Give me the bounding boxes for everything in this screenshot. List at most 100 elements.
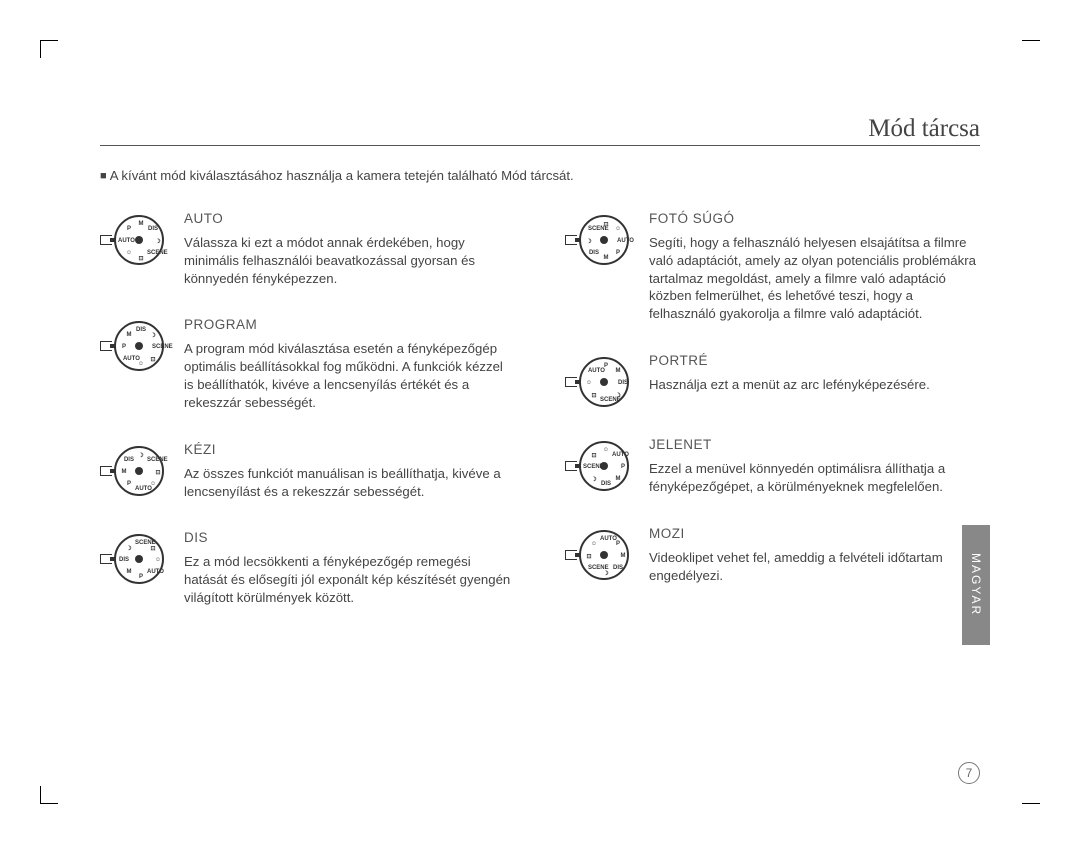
mode-dial-icon: AUTOPMDIS☽SCENE⊡☺ [100,317,166,371]
dial-mark: P [135,574,147,580]
mode-text: FOTÓ SÚGÓSegíti, hogy a felhasználó hely… [649,211,980,323]
mode-text: KÉZIAz összes funkciót manuálisan is beá… [184,442,515,501]
mode-block: AUTO PMDIS ☽ SCENE⊡☺ AUTO Válassza ki ezt a m… [100,211,515,287]
dial-mark: ☽ [588,476,600,483]
dial-mark: ☽ [135,452,147,459]
dial-mark: M [617,553,629,559]
dial-mark: ☺ [612,226,624,232]
dial-mark: ☺ [123,250,135,256]
dial-mark: AUTO [118,238,130,244]
mode-text: PROGRAM A program mód kiválasztása esetén… [184,317,515,411]
mode-block: AUTOPMDIS☽SCENE⊡☺MOZIVideoklipet vehet f… [565,526,980,585]
dial-icon: AUTOPMDIS☽SCENE⊡☺ [114,534,164,584]
mode-description: Ezzel a menüvel könnyedén optimálisra ál… [649,460,980,496]
dial-mark: M [135,221,147,227]
mode-block: AUTOPMDIS☽SCENE⊡☺KÉZIAz összes funkciót … [100,442,515,501]
dial-mark: AUTO [612,452,624,458]
dial-mark: M [118,469,130,475]
dial-mark: ⊡ [600,221,612,228]
mode-description: Videoklipet vehet fel, ameddig a felvéte… [649,549,980,585]
language-tab: MAGYAR [962,525,990,645]
dial-mark: ☺ [583,380,595,386]
mode-description: Használja ezt a menüt az arc lefényképez… [649,376,980,394]
page-number: 7 [958,762,980,784]
dial-mark: ☺ [135,361,147,367]
mode-text: JELENET Ezzel a menüvel könnyedén optimál… [649,437,980,496]
dial-mark: SCENE [152,344,164,350]
dial-mark: M [612,368,624,374]
dial-mark: DIS [617,380,629,386]
dial-icon: AUTOPMDIS☽SCENE⊡☺ [114,321,164,371]
mode-title: DIS [184,530,515,545]
dial-indicator-icon [565,550,577,560]
dial-mark: DIS [135,327,147,333]
dial-mark: DIS [147,226,159,232]
dial-mark: SCENE [588,226,600,232]
mode-title: PORTRÉ [649,353,980,368]
dial-indicator-icon [100,466,112,476]
mode-title: PROGRAM [184,317,515,332]
dial-mark: ⊡ [152,469,164,476]
dial-mark: DIS [612,565,624,571]
dial-mark: SCENE [147,250,159,256]
page-title: Mód tárcsa [868,115,980,142]
mode-dial-icon: AUTOPMDIS☽SCENE⊡☺ [565,437,631,491]
dial-mark: ☽ [583,238,595,245]
dial-mark: P [612,250,624,256]
dial-icon: AUTOPMDIS☽SCENE⊡☺ [579,530,629,580]
mode-description: A program mód kiválasztása esetén a fény… [184,340,515,411]
dial-mark: DIS [588,250,600,256]
dial-mark: AUTO [617,238,629,244]
mode-dial-icon: AUTOPMDIS☽SCENE⊡☺ [565,526,631,580]
dial-mark: ⊡ [588,452,600,459]
dial-mark: ☽ [600,570,612,577]
dial-indicator-icon [565,377,577,387]
dial-mark: DIS [118,557,130,563]
dial-indicator-icon [565,235,577,245]
dial-mark: AUTO [588,368,600,374]
title-rule: Mód tárcsa [100,115,980,146]
dial-mark: P [118,344,130,350]
mode-text: MOZIVideoklipet vehet fel, ameddig a fel… [649,526,980,585]
dial-mark: ⊡ [588,392,600,399]
right-column: AUTOPMDIS☽SCENE⊡☺FOTÓ SÚGÓSegíti, hogy a… [565,211,980,637]
dial-indicator-icon [100,554,112,564]
dial-mark: P [123,226,135,232]
dial-mark: ⊡ [135,255,147,262]
dial-mark: P [600,363,612,369]
dial-mark: ⊡ [583,553,595,560]
mode-description: Ez a mód lecsökkenti a fényképezőgép rem… [184,553,515,606]
mode-title: AUTO [184,211,515,226]
dial-icon: AUTOPMDIS☽SCENE⊡☺ [114,446,164,496]
mode-dial-icon: AUTOPMDIS☽SCENE⊡☺ [565,353,631,407]
mode-dial-icon: AUTOPMDIS☽SCENE⊡☺ [100,530,166,584]
dial-mark: ☺ [152,557,164,563]
mode-block: AUTOPMDIS☽SCENE⊡☺DISEz a mód lecsökkenti… [100,530,515,606]
dial-mark: P [123,481,135,487]
dial-mark: ☽ [123,545,135,552]
dial-mark: DIS [600,481,612,487]
mode-block: AUTOPMDIS☽SCENE⊡☺JELENETEzzel a menüvel … [565,437,980,496]
mode-dial-icon: AUTOPMDIS☽SCENE⊡☺ [565,211,631,265]
mode-dial-icon: AUTO PMDIS ☽ SCENE⊡☺ [100,211,166,265]
mode-text: DIS Ez a mód lecsökkenti a fényképezőgép … [184,530,515,606]
dial-mark: SCENE [147,457,159,463]
dial-mark: SCENE [588,565,600,571]
mode-title: JELENET [649,437,980,452]
dial-mark: ⊡ [147,545,159,552]
dial-mark: ☽ [152,238,164,245]
dial-mark: P [612,541,624,547]
dial-mark: ☺ [600,447,612,453]
mode-description: Válassza ki ezt a módot annak érdekében,… [184,234,515,287]
dial-indicator-icon [100,235,112,245]
dial-icon: AUTOPMDIS☽SCENE⊡☺ [579,441,629,491]
dial-mark: SCENE [583,464,595,470]
dial-mark: AUTO [600,536,612,542]
left-column: AUTOPMDIS☽SCENE⊡☺AUTOVálassza ki ezt a m… [100,211,515,637]
intro-text: A kívánt mód kiválasztásához használja a… [100,168,980,183]
mode-text: PORTRÉ Használja ezt a menüt az arc lefén… [649,353,980,394]
dial-mark: M [612,476,624,482]
dial-mark: AUTO [135,486,147,492]
dial-indicator-icon [565,461,577,471]
dial-mark: ☽ [147,332,159,339]
